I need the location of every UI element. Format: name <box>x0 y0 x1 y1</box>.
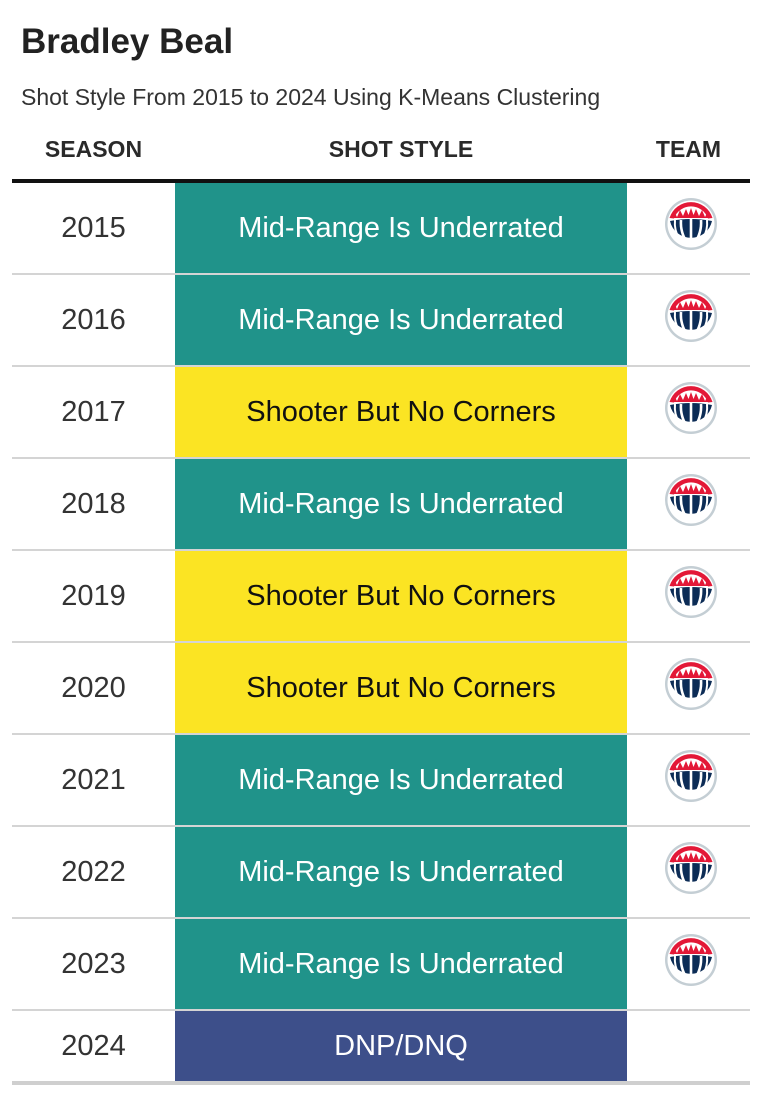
shot-style-cell: Mid-Range Is Underrated <box>175 919 627 1009</box>
team-cell <box>627 643 750 733</box>
wizards-logo-icon <box>665 198 717 250</box>
table-row: 2020 Shooter But No Corners <box>12 643 750 735</box>
shot-style-cell: Shooter But No Corners <box>175 643 627 733</box>
table-row: 2015 Mid-Range Is Underrated <box>12 183 750 275</box>
wizards-logo-icon <box>665 566 717 618</box>
wizards-logo-icon <box>665 750 717 802</box>
table-body: 2015 Mid-Range Is Underrated 2016 Mid-Range… <box>12 183 750 1085</box>
season-cell: 2021 <box>61 763 126 796</box>
table-row: 2016 Mid-Range Is Underrated <box>12 275 750 367</box>
wizards-logo-icon <box>665 658 717 710</box>
team-cell <box>627 735 750 825</box>
table-row: 2018 Mid-Range Is Underrated <box>12 459 750 551</box>
season-cell: 2020 <box>61 671 126 704</box>
season-cell: 2022 <box>61 855 126 888</box>
team-cell <box>627 1011 750 1081</box>
wizards-logo-icon <box>665 842 717 894</box>
shot-style-cell: Mid-Range Is Underrated <box>175 183 627 273</box>
team-cell <box>627 183 750 273</box>
page-title: Bradley Beal <box>21 22 234 61</box>
shot-style-cell: Mid-Range Is Underrated <box>175 459 627 549</box>
season-cell: 2018 <box>61 487 126 520</box>
header-shot-style: SHOT STYLE <box>328 136 474 162</box>
team-cell <box>627 459 750 549</box>
table-row: 2022 Mid-Range Is Underrated <box>12 827 750 919</box>
team-cell <box>627 367 750 457</box>
season-cell: 2024 <box>61 1029 126 1062</box>
table-row: 2021 Mid-Range Is Underrated <box>12 735 750 827</box>
season-cell: 2015 <box>61 211 126 244</box>
table-row: 2024 DNP/DNQ <box>12 1011 750 1085</box>
table-row: 2019 Shooter But No Corners <box>12 551 750 643</box>
shot-style-cell: Mid-Range Is Underrated <box>175 735 627 825</box>
season-cell: 2016 <box>61 303 126 336</box>
shot-style-cell: Mid-Range Is Underrated <box>175 275 627 365</box>
team-cell <box>627 827 750 917</box>
shot-style-cell: Shooter But No Corners <box>175 551 627 641</box>
season-cell: 2019 <box>61 579 126 612</box>
wizards-logo-icon <box>665 474 717 526</box>
season-cell: 2023 <box>61 947 126 980</box>
header-season: SEASON <box>44 136 143 162</box>
team-cell <box>627 919 750 1009</box>
wizards-logo-icon <box>665 934 717 986</box>
table-row: 2017 Shooter But No Corners <box>12 367 750 459</box>
page-subtitle: Shot Style From 2015 to 2024 Using K-Mea… <box>21 84 601 110</box>
wizards-logo-icon <box>665 382 717 434</box>
table-row: 2023 Mid-Range Is Underrated <box>12 919 750 1011</box>
shot-style-cell: Mid-Range Is Underrated <box>175 827 627 917</box>
table-header: SEASON SHOT STYLE TEAM <box>12 128 750 183</box>
header-team: TEAM <box>655 136 722 162</box>
wizards-logo-icon <box>665 290 717 342</box>
team-cell <box>627 275 750 365</box>
shot-style-table: SEASON SHOT STYLE TEAM 2015 Mid-Range Is … <box>12 128 750 1085</box>
team-cell <box>627 551 750 641</box>
shot-style-cell: Shooter But No Corners <box>175 367 627 457</box>
shot-style-cell: DNP/DNQ <box>175 1011 627 1081</box>
season-cell: 2017 <box>61 395 126 428</box>
